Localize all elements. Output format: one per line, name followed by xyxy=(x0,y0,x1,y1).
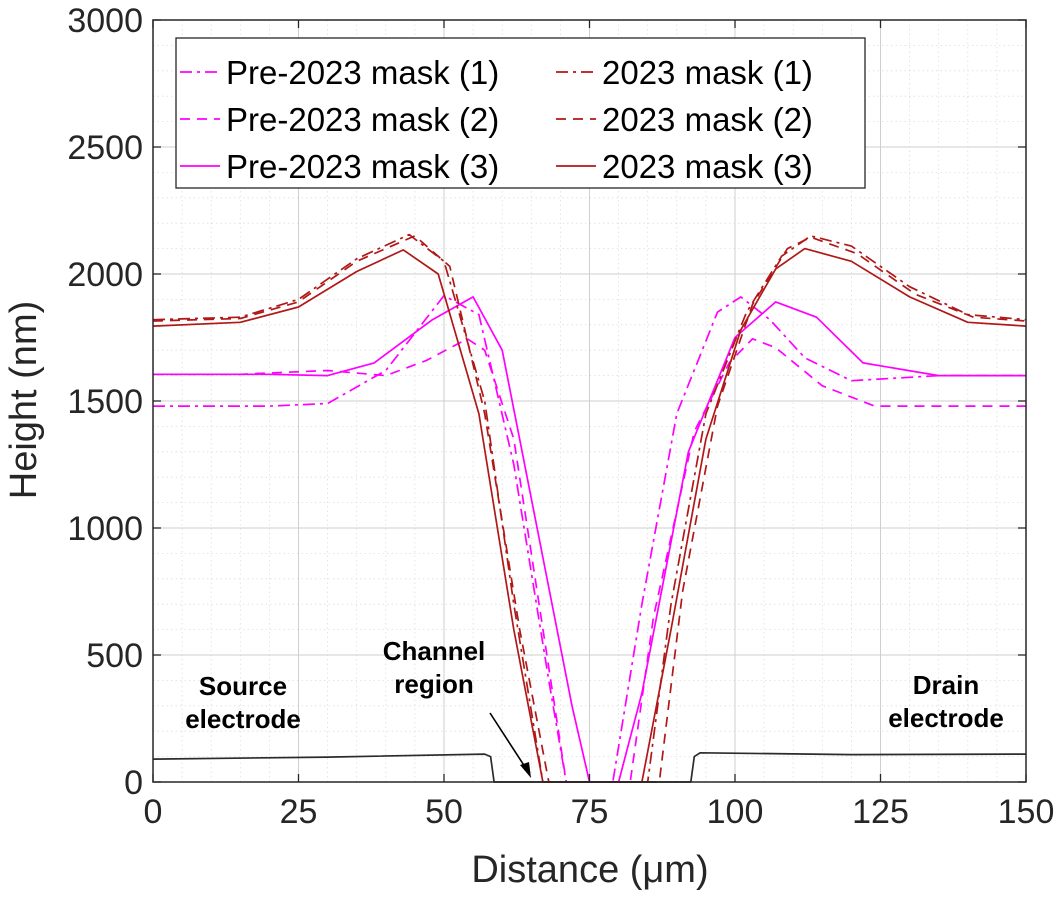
channel-arrow-line xyxy=(489,712,528,771)
legend-label: 2023 mask (3) xyxy=(602,148,813,185)
x-tick-labels: 0 25 50 75 100 125 150 xyxy=(144,793,1055,831)
channel-arrow-head xyxy=(520,762,531,778)
y-tick-label: 1500 xyxy=(67,383,143,421)
x-tick-label: 0 xyxy=(144,793,163,831)
x-axis-title: Distance (μm) xyxy=(471,849,708,891)
annotation-text: Channel xyxy=(383,636,486,666)
x-tick-label: 150 xyxy=(998,793,1055,831)
y-tick-label: 500 xyxy=(86,637,143,675)
legend: Pre-2023 mask (1) Pre-2023 mask (2) Pre-20… xyxy=(175,37,866,189)
legend-box xyxy=(175,37,866,189)
x-tick-label: 50 xyxy=(425,793,463,831)
y-tick-label: 2500 xyxy=(67,129,143,167)
legend-label: Pre-2023 mask (1) xyxy=(226,54,499,91)
x-tick-label: 125 xyxy=(852,793,909,831)
legend-label: Pre-2023 mask (3) xyxy=(226,148,499,185)
x-tick-label: 25 xyxy=(280,793,318,831)
y-tick-label: 2000 xyxy=(67,256,143,294)
annotation-text: electrode xyxy=(185,704,301,734)
annotation-text: region xyxy=(394,669,473,699)
y-tick-label: 1000 xyxy=(67,510,143,548)
y-tick-label: 0 xyxy=(124,764,143,802)
y-tick-label: 3000 xyxy=(67,2,143,40)
annotation-text: electrode xyxy=(888,703,1004,733)
x-tick-label: 75 xyxy=(571,793,609,831)
series-line-2 xyxy=(153,337,1026,783)
legend-label: 2023 mask (1) xyxy=(602,54,813,91)
x-tick-label: 100 xyxy=(707,793,764,831)
annotation-text: Source xyxy=(199,671,287,701)
y-tick-labels: 0 500 1000 1500 2000 2500 3000 xyxy=(67,2,143,802)
annotation-text: Drain xyxy=(913,670,979,700)
legend-label: 2023 mask (2) xyxy=(602,101,813,138)
tick-marks xyxy=(152,19,1027,783)
y-axis-title: Height (nm) xyxy=(3,301,45,500)
legend-label: Pre-2023 mask (2) xyxy=(226,101,499,138)
